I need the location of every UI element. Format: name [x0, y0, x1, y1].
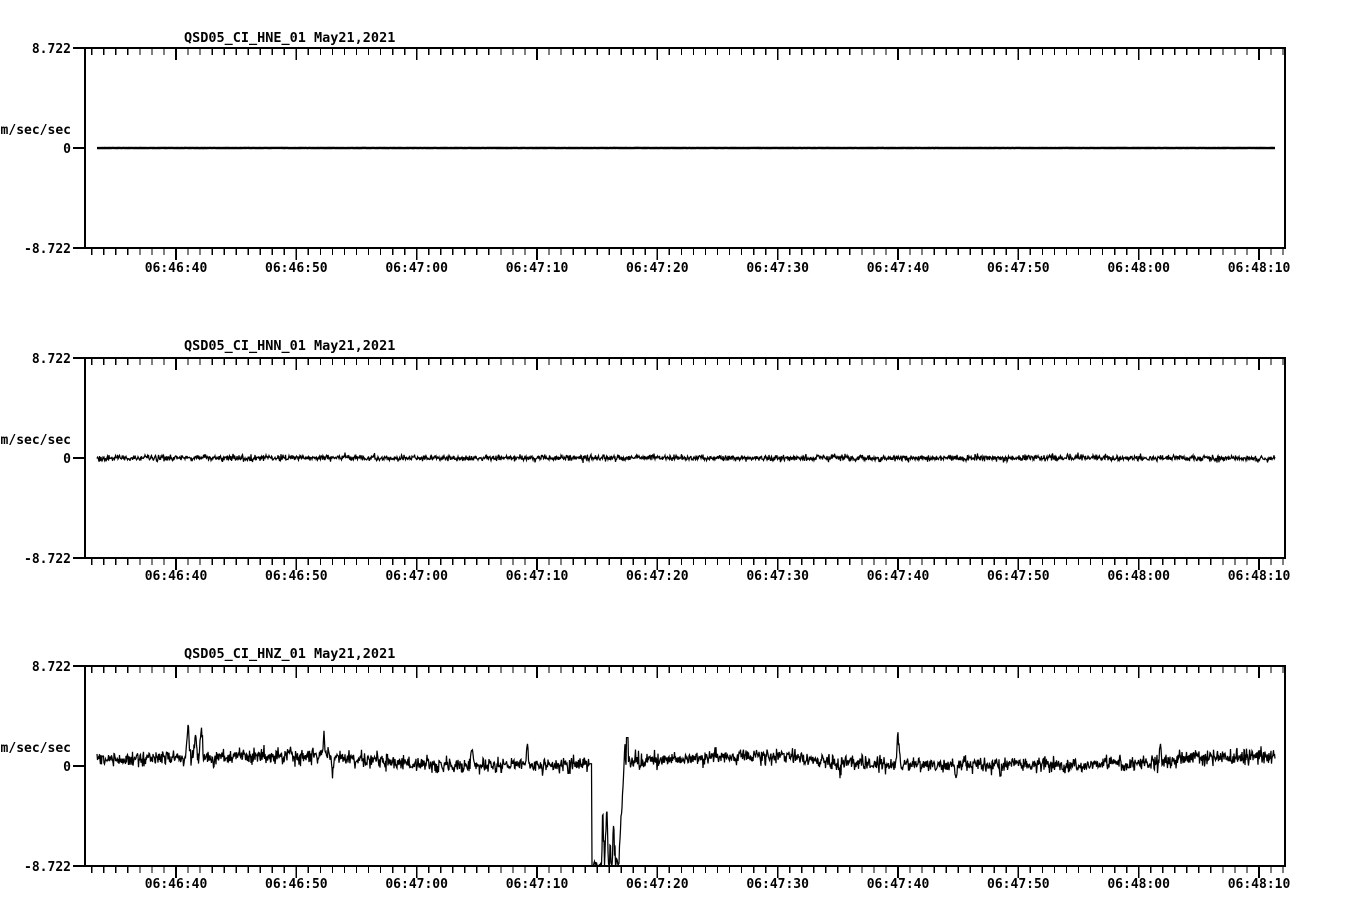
x-axis-tick-label: 06:47:30	[746, 569, 809, 584]
x-axis-tick-label: 06:47:50	[987, 569, 1050, 584]
panel-title-hnn: QSD05_CI_HNN_01 May21,2021	[184, 338, 395, 354]
x-axis-tick-label: 06:47:40	[867, 261, 930, 276]
panel-plot-hnz: QSD05_CI_HNZ_01 May21,2021 8.722 0 -8.722 cm…	[0, 646, 1291, 892]
x-axis-tick-label: 06:47:10	[506, 569, 569, 584]
y-axis-unit-label: cm/sec/sec	[0, 123, 71, 138]
panel-plot-hnn: QSD05_CI_HNN_01 May21,2021 8.722 0 -8.722 cm…	[0, 338, 1291, 584]
x-axis-tick-label: 06:46:50	[265, 261, 328, 276]
x-axis-tick-label: 06:46:40	[145, 261, 208, 276]
x-axis-labels: 06:46:40 06:46:50 06:47:00 06:47:10 06:47:20…	[145, 569, 1291, 584]
x-axis-tick-label: 06:46:40	[145, 877, 208, 892]
x-axis-tick-label: 06:47:40	[867, 569, 930, 584]
x-axis-tick-label: 06:47:50	[987, 261, 1050, 276]
x-axis-ticks	[91, 48, 1284, 260]
plot-frame	[84, 357, 1286, 559]
x-axis-tick-label: 06:47:30	[746, 261, 809, 276]
seismogram-panel-hnz: QSD05_CI_HNZ_01 May21,2021 8.722 0 -8.722 cm…	[0, 616, 1358, 924]
x-axis-tick-label: 06:48:10	[1228, 569, 1291, 584]
y-axis-max-label: 8.722	[32, 352, 71, 367]
seismogram-panel-hne: QSD05_CI_HNE_01 May21,2021 8.722 0 -8.722 cm…	[0, 0, 1358, 300]
y-axis-max-label: 8.722	[32, 660, 71, 675]
x-axis-tick-label: 06:47:00	[385, 569, 448, 584]
x-axis-tick-label: 06:48:10	[1228, 877, 1291, 892]
plot-frame	[84, 47, 1286, 249]
waveform-trace-hnn	[96, 452, 1276, 464]
x-axis-tick-label: 06:47:20	[626, 569, 689, 584]
x-axis-tick-label: 06:48:00	[1107, 877, 1170, 892]
y-axis-unit-label: cm/sec/sec	[0, 433, 71, 448]
x-axis-ticks	[91, 666, 1284, 878]
x-axis-tick-label: 06:46:40	[145, 569, 208, 584]
x-axis-tick-label: 06:47:00	[385, 877, 448, 892]
y-axis-min-label: -8.722	[24, 860, 71, 875]
y-axis-min-label: -8.722	[24, 242, 71, 257]
panel-plot-hne: QSD05_CI_HNE_01 May21,2021 8.722 0 -8.722 cm…	[0, 30, 1291, 276]
x-axis-labels: 06:46:40 06:46:50 06:47:00 06:47:10 06:47:20…	[145, 877, 1291, 892]
x-axis-tick-label: 06:46:50	[265, 877, 328, 892]
x-axis-tick-label: 06:48:10	[1228, 261, 1291, 276]
x-axis-labels: 06:46:40 06:46:50 06:47:00 06:47:10 06:47:20…	[145, 261, 1291, 276]
seismogram-panel-hnn: QSD05_CI_HNN_01 May21,2021 8.722 0 -8.722 cm…	[0, 308, 1358, 608]
x-axis-tick-label: 06:47:20	[626, 261, 689, 276]
x-axis-tick-label: 06:46:50	[265, 569, 328, 584]
x-axis-tick-label: 06:48:00	[1107, 261, 1170, 276]
y-axis-max-label: 8.722	[32, 42, 71, 57]
panel-title-hnz: QSD05_CI_HNZ_01 May21,2021	[184, 646, 395, 662]
y-axis-ticks	[73, 665, 85, 867]
y-axis-min-label: -8.722	[24, 552, 71, 567]
waveform-trace-hnz	[96, 724, 1276, 868]
y-axis-zero-label: 0	[63, 760, 71, 775]
y-axis-ticks	[73, 47, 85, 249]
x-axis-ticks	[91, 358, 1284, 570]
x-axis-tick-label: 06:47:10	[506, 261, 569, 276]
x-axis-tick-label: 06:47:50	[987, 877, 1050, 892]
x-axis-tick-label: 06:47:40	[867, 877, 930, 892]
x-axis-tick-label: 06:47:10	[506, 877, 569, 892]
y-axis-unit-label: cm/sec/sec	[0, 741, 71, 756]
plot-frame	[84, 665, 1286, 867]
x-axis-tick-label: 06:47:20	[626, 877, 689, 892]
y-axis-zero-label: 0	[63, 452, 71, 467]
y-axis-zero-label: 0	[63, 142, 71, 157]
x-axis-tick-label: 06:47:00	[385, 261, 448, 276]
y-axis-ticks	[73, 357, 85, 559]
x-axis-tick-label: 06:48:00	[1107, 569, 1170, 584]
panel-title-hne: QSD05_CI_HNE_01 May21,2021	[184, 30, 395, 46]
x-axis-tick-label: 06:47:30	[746, 877, 809, 892]
